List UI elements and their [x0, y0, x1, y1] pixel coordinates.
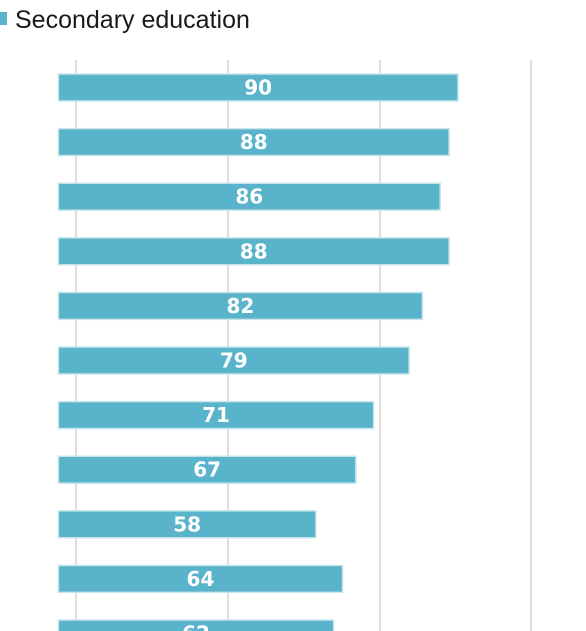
- data-label-8: 67: [193, 458, 221, 482]
- legend-swatch: [0, 12, 7, 25]
- bar-4: [57, 237, 450, 266]
- bar-8: [57, 455, 357, 484]
- data-label-3: 86: [235, 185, 263, 209]
- bars: [57, 73, 459, 631]
- data-label-7: 71: [202, 403, 230, 427]
- bar-1: [57, 73, 459, 102]
- bar-5: [57, 291, 424, 321]
- data-label-6: 79: [220, 349, 248, 373]
- data-labels: 90 88 86 88 82 79 71 67 58 64 62: [173, 76, 272, 631]
- legend-label: Secondary education: [15, 6, 250, 34]
- data-label-2: 88: [240, 130, 268, 154]
- data-label-10: 64: [187, 567, 215, 591]
- bar-7: [57, 400, 375, 430]
- data-label-9: 58: [173, 512, 201, 536]
- bar-11: [57, 619, 335, 631]
- data-label-1: 90: [244, 76, 272, 100]
- bar-6: [57, 346, 410, 375]
- bar-2: [57, 127, 450, 157]
- bar-10: [57, 564, 344, 594]
- bar-3: [57, 182, 441, 211]
- data-label-11: 62: [182, 622, 210, 631]
- data-label-4: 88: [240, 239, 268, 263]
- legend: Secondary education: [0, 6, 250, 34]
- data-label-5: 82: [227, 294, 255, 318]
- bar-9: [57, 510, 317, 539]
